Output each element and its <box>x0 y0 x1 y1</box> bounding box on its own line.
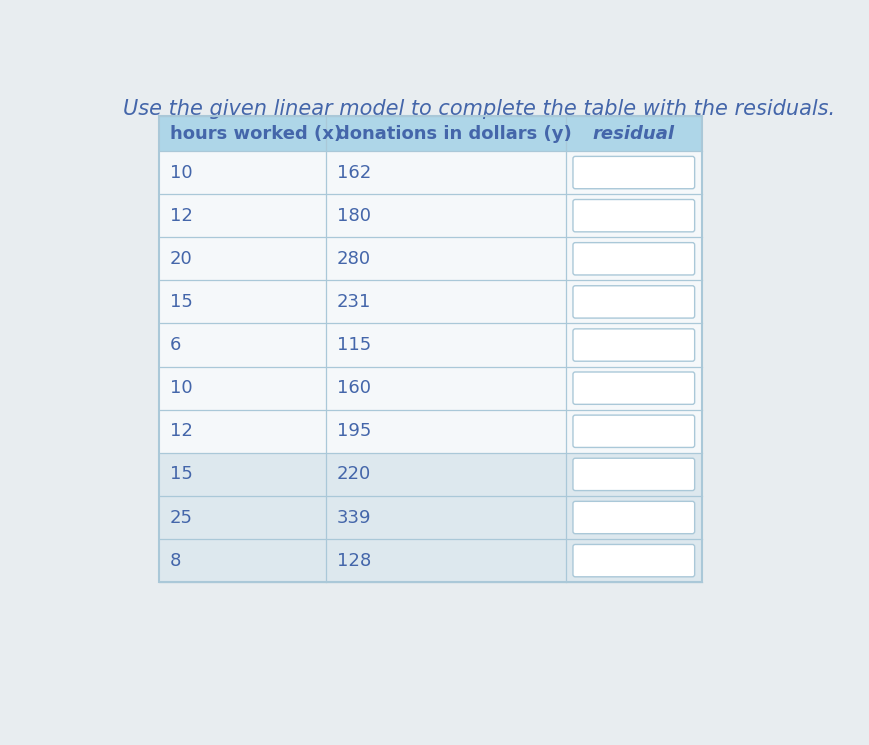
Text: 8: 8 <box>169 551 181 570</box>
Text: 20: 20 <box>169 250 193 267</box>
Bar <box>159 280 700 323</box>
Text: 12: 12 <box>169 206 193 225</box>
Bar <box>159 116 700 151</box>
FancyBboxPatch shape <box>573 458 693 490</box>
FancyBboxPatch shape <box>573 200 693 232</box>
Text: 12: 12 <box>169 422 193 440</box>
Text: 6: 6 <box>169 336 181 354</box>
Bar <box>159 237 700 280</box>
Bar <box>159 539 700 582</box>
FancyBboxPatch shape <box>573 372 693 405</box>
Bar <box>159 194 700 237</box>
Bar <box>159 151 700 194</box>
Text: 220: 220 <box>336 466 370 484</box>
Text: 10: 10 <box>169 379 192 397</box>
Bar <box>159 410 700 453</box>
Text: 162: 162 <box>336 164 370 182</box>
Text: 339: 339 <box>336 509 371 527</box>
Text: 231: 231 <box>336 293 370 311</box>
Bar <box>159 116 700 582</box>
Text: 180: 180 <box>336 206 370 225</box>
Text: 15: 15 <box>169 293 193 311</box>
Text: 195: 195 <box>336 422 370 440</box>
Text: 160: 160 <box>336 379 370 397</box>
Bar <box>159 453 700 496</box>
Text: donations in dollars (y): donations in dollars (y) <box>336 124 571 143</box>
Text: 25: 25 <box>169 509 193 527</box>
Text: 115: 115 <box>336 336 370 354</box>
FancyBboxPatch shape <box>573 329 693 361</box>
FancyBboxPatch shape <box>573 415 693 448</box>
Text: Use the given linear model to complete the table with the residuals.: Use the given linear model to complete t… <box>123 98 834 118</box>
Bar <box>159 367 700 410</box>
Bar <box>159 496 700 539</box>
FancyBboxPatch shape <box>573 545 693 577</box>
FancyBboxPatch shape <box>573 156 693 188</box>
Text: 15: 15 <box>169 466 193 484</box>
Text: 280: 280 <box>336 250 370 267</box>
Text: hours worked (x): hours worked (x) <box>169 124 342 143</box>
Text: 128: 128 <box>336 551 370 570</box>
Text: 10: 10 <box>169 164 192 182</box>
FancyBboxPatch shape <box>573 501 693 533</box>
Text: residual: residual <box>592 124 674 143</box>
FancyBboxPatch shape <box>573 286 693 318</box>
Bar <box>159 323 700 367</box>
FancyBboxPatch shape <box>573 243 693 275</box>
